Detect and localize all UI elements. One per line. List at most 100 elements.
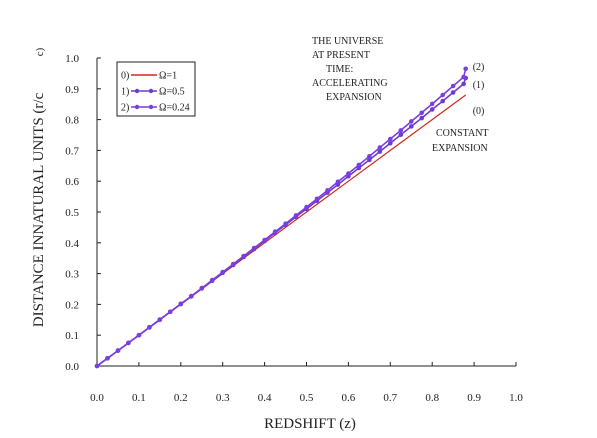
data-point — [168, 309, 173, 315]
data-point — [157, 317, 163, 322]
y-tick-label: 0.6 — [65, 176, 79, 188]
x-tick-label: 0.6 — [342, 392, 356, 404]
data-point — [126, 340, 131, 346]
y-tick-label: 0.1 — [65, 330, 79, 342]
annotation-accelerating-expansion: THE UNIVERSE AT PRESENT TIME: ACCELERATING E… — [312, 36, 388, 103]
data-point — [199, 285, 205, 291]
legend-item-index: 1) — [121, 87, 129, 98]
y-tick-label: 0.3 — [65, 269, 79, 281]
y-tick-label: 0.9 — [65, 84, 79, 96]
data-point — [367, 154, 372, 159]
data-point — [178, 301, 184, 307]
data-point — [335, 179, 341, 185]
annotation-line: EXPANSION — [326, 92, 382, 103]
x-axis-title: REDSHIFT (z) — [264, 416, 356, 432]
data-point — [419, 110, 425, 116]
y-axis-ticks: 0.0 0.1 0.2 0.3 0.4 0.5 0.6 0.7 0.8 0.9 1.0 — [65, 53, 101, 373]
x-tick-label: 0.9 — [467, 392, 481, 404]
series-layer — [94, 66, 469, 369]
x-tick-label: 0.8 — [425, 392, 439, 404]
data-point — [283, 221, 288, 226]
data-point — [314, 196, 320, 202]
data-point — [377, 145, 383, 150]
y-tick-label: 0.4 — [65, 238, 79, 250]
data-point — [398, 132, 404, 137]
legend-item-label: Ω=1 — [159, 71, 177, 82]
legend-item-index: 2) — [121, 103, 129, 114]
data-point — [461, 81, 466, 87]
annotation-line: THE UNIVERSE — [312, 36, 383, 47]
series-end-label-2: (2) — [473, 62, 485, 73]
data-point — [440, 92, 446, 98]
data-point — [388, 141, 393, 146]
data-point — [450, 90, 456, 95]
legend-item-label: Ω=0.24 — [159, 103, 190, 114]
data-point — [409, 119, 414, 124]
legend-item-1: 1) Ω=0.5 — [121, 87, 185, 98]
annotation-line: AT PRESENT — [312, 50, 370, 61]
data-point — [463, 66, 469, 72]
data-point — [147, 324, 152, 330]
data-point — [346, 171, 351, 176]
data-point — [409, 124, 414, 129]
data-point — [398, 128, 404, 133]
data-point — [293, 213, 299, 218]
x-tick-label: 0.3 — [216, 392, 230, 404]
data-point — [262, 237, 267, 243]
series-end-label-0: (0) — [473, 106, 485, 117]
data-point — [94, 363, 100, 369]
series-end-labels: (0) (1) (2) — [473, 62, 485, 117]
y-tick-label: 0.0 — [65, 361, 79, 373]
y-tick-label: 0.2 — [65, 299, 79, 311]
data-point — [388, 136, 393, 142]
data-point — [189, 293, 194, 299]
annotation-line: EXPANSION — [432, 143, 488, 154]
x-tick-label: 0.5 — [300, 392, 314, 404]
y-tick-label: 0.5 — [65, 207, 79, 219]
legend: 0) Ω=1 1) Ω=0.5 2) Ω=0.24 — [116, 61, 196, 117]
legend-item-label: Ω=0.5 — [159, 87, 185, 98]
data-point — [105, 356, 110, 361]
series-2 — [94, 66, 469, 369]
plot-area: 0.0 0.1 0.2 0.3 0.4 0.5 0.6 0.7 0.8 0.9 1.0 0.0 0.1… — [65, 53, 523, 404]
x-tick-label: 1.0 — [509, 392, 523, 404]
data-point — [377, 149, 383, 154]
data-point — [230, 261, 236, 267]
data-point — [209, 277, 215, 283]
legend-swatch-marker — [148, 104, 154, 110]
annotation-line: ACCELERATING — [312, 78, 388, 89]
legend-item-index: 0) — [121, 71, 129, 82]
data-point — [419, 115, 425, 121]
data-point — [220, 269, 225, 275]
x-axis-ticks: 0.0 0.1 0.2 0.3 0.4 0.5 0.6 0.7 0.8 0.9 1.0 — [90, 362, 523, 404]
y-tick-label: 1.0 — [65, 53, 79, 65]
data-point — [251, 245, 257, 251]
data-point — [136, 332, 142, 338]
data-point — [440, 98, 446, 104]
annotation-line: TIME: — [326, 64, 353, 75]
x-tick-label: 0.0 — [90, 392, 104, 404]
legend-item-0: 0) Ω=1 — [121, 71, 177, 82]
y-tick-label: 0.8 — [65, 115, 79, 127]
data-point — [367, 157, 372, 163]
data-point — [304, 204, 309, 210]
legend-swatch-marker — [134, 88, 140, 94]
data-point — [461, 74, 466, 80]
legend-swatch-marker — [148, 88, 154, 94]
data-point — [272, 229, 278, 234]
series-end-label-1: (1) — [473, 80, 485, 91]
data-point — [241, 253, 246, 259]
y-axis-title: DISTANCE INNATURAL UNITS (r/c — [31, 92, 47, 327]
legend-item-2: 2) Ω=0.24 — [121, 103, 190, 114]
y-tick-label: 0.7 — [65, 145, 79, 157]
annotation-line: CONSTANT — [436, 128, 489, 139]
annotation-constant-expansion: CONSTANT EXPANSION — [432, 128, 489, 154]
x-tick-label: 0.1 — [132, 392, 146, 404]
y-axis-title-tail: c) — [34, 47, 46, 56]
data-point — [115, 348, 121, 353]
data-point — [429, 107, 435, 112]
data-point — [325, 188, 330, 193]
x-tick-label: 0.2 — [174, 392, 188, 404]
x-tick-label: 0.4 — [258, 392, 272, 404]
